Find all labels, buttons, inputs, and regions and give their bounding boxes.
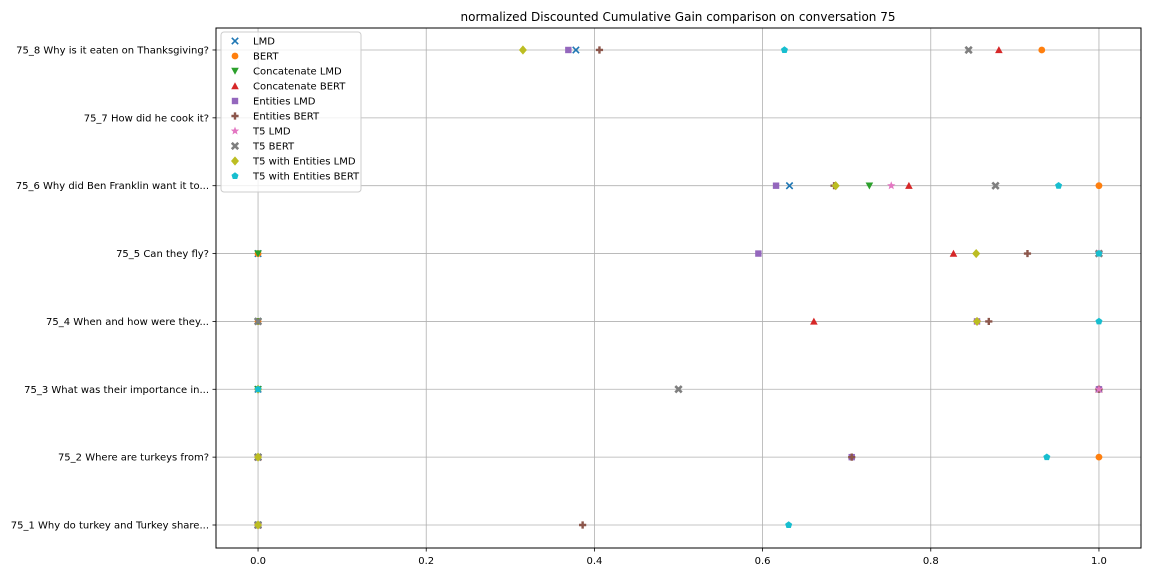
data-point bbox=[1095, 453, 1103, 461]
data-point bbox=[905, 181, 913, 189]
data-point bbox=[253, 317, 263, 326]
data-point bbox=[1038, 46, 1046, 54]
data-point bbox=[887, 181, 896, 190]
plot-area-frame bbox=[215, 27, 1142, 549]
data-point bbox=[254, 250, 262, 258]
series-bert bbox=[254, 46, 1103, 529]
data-point bbox=[1043, 453, 1051, 461]
legend: LMD BERT Concatenate LMD Concatenate BERT En… bbox=[220, 31, 362, 193]
data-point bbox=[595, 46, 604, 54]
legend-label: LMD bbox=[253, 37, 275, 48]
legend-label: T5 with Entities LMD bbox=[252, 157, 356, 168]
series-concatenate-lmd bbox=[254, 182, 874, 529]
data-point bbox=[254, 452, 263, 462]
series-concatenate-bert bbox=[254, 46, 1103, 529]
legend-item: Concatenate LMD bbox=[231, 67, 342, 78]
series-t5-with-entities-bert bbox=[254, 46, 1103, 528]
x-axis: 0.0 0.2 0.4 0.6 0.8 1.0 bbox=[250, 548, 1107, 567]
data-point bbox=[973, 316, 982, 327]
data-point bbox=[865, 182, 874, 190]
data-point bbox=[985, 317, 993, 326]
y-tick-label: 75_2 Where are turkeys from? bbox=[58, 453, 209, 464]
legend-item: Entities LMD bbox=[231, 97, 316, 108]
series-t5-bert bbox=[253, 45, 1104, 530]
data-point bbox=[579, 521, 587, 529]
data-point bbox=[1023, 249, 1032, 258]
y-tick-label: 75_1 Why do turkey and Turkey share... bbox=[11, 521, 209, 532]
legend-label: T5 with Entities BERT bbox=[252, 172, 360, 183]
y-axis: 75_1 Why do turkey and Turkey share... 75… bbox=[11, 45, 216, 532]
data-point bbox=[785, 521, 793, 528]
y-tick-label: 75_5 Can they fly? bbox=[116, 249, 209, 260]
x-tick-label: 0.0 bbox=[250, 556, 266, 567]
data-point bbox=[964, 45, 973, 55]
data-point bbox=[518, 45, 527, 55]
data-point bbox=[810, 317, 818, 325]
legend-marker bbox=[231, 52, 239, 60]
data-point bbox=[254, 385, 262, 393]
data-point bbox=[831, 181, 840, 191]
x-tick-label: 0.4 bbox=[586, 556, 602, 567]
legend-marker bbox=[231, 156, 239, 166]
data-point bbox=[1095, 317, 1103, 325]
x-tick-label: 0.6 bbox=[755, 556, 771, 567]
y-tick-label: 75_8 Why is it eaten on Thanksgiving? bbox=[16, 45, 209, 56]
series-entities-lmd bbox=[254, 46, 1103, 529]
y-tick-label: 75_4 When and how were they... bbox=[46, 317, 209, 328]
legend-item: T5 BERT bbox=[230, 141, 295, 153]
data-point bbox=[995, 46, 1003, 54]
legend-item: T5 LMD bbox=[230, 126, 291, 138]
legend-item: Entities BERT bbox=[231, 112, 320, 123]
data-point bbox=[1094, 384, 1104, 393]
legend-marker bbox=[231, 172, 239, 179]
legend-item: Concatenate BERT bbox=[231, 82, 346, 93]
x-tick-label: 0.8 bbox=[923, 556, 939, 567]
legend-label: Entities LMD bbox=[253, 97, 316, 108]
legend-label: BERT bbox=[253, 52, 279, 63]
legend-box bbox=[220, 31, 362, 193]
data-point bbox=[949, 249, 958, 257]
legend-marker bbox=[231, 82, 239, 90]
series-t5-lmd bbox=[253, 181, 1104, 529]
legend-label: Concatenate BERT bbox=[253, 82, 346, 93]
data-point bbox=[254, 520, 263, 530]
y-tick-label: 75_6 Why did Ben Franklin want it to... bbox=[16, 181, 209, 192]
legend-item: T5 with Entities BERT bbox=[231, 172, 360, 183]
legend-marker bbox=[231, 67, 239, 75]
data-point bbox=[972, 248, 981, 259]
y-tick-label: 75_7 How did he cook it? bbox=[84, 113, 209, 124]
y-tick-label: 75_3 What was their importance in... bbox=[24, 385, 209, 396]
legend-marker bbox=[230, 141, 240, 151]
legend-item: BERT bbox=[231, 52, 279, 63]
data-point bbox=[1095, 249, 1103, 257]
data-point bbox=[755, 250, 762, 257]
legend-label: Concatenate LMD bbox=[253, 67, 342, 78]
data-point bbox=[572, 46, 580, 54]
data-point bbox=[848, 453, 856, 461]
data-point bbox=[674, 385, 683, 394]
legend-marker bbox=[231, 97, 239, 105]
data-point bbox=[785, 181, 794, 190]
data-point bbox=[780, 46, 788, 53]
legend-marker bbox=[230, 126, 240, 135]
data-point bbox=[1095, 182, 1103, 190]
legend-marker bbox=[231, 112, 239, 120]
data-point bbox=[991, 181, 1000, 190]
data-point bbox=[1055, 182, 1063, 189]
legend-label: T5 LMD bbox=[252, 127, 291, 138]
legend-label: Entities BERT bbox=[253, 112, 320, 123]
data-point bbox=[565, 46, 572, 54]
legend-item: LMD bbox=[231, 37, 275, 48]
x-tick-label: 0.2 bbox=[418, 556, 434, 567]
data-point bbox=[772, 182, 780, 189]
legend-label: T5 BERT bbox=[252, 142, 295, 153]
chart-title: normalized Discounted Cumulative Gain co… bbox=[461, 10, 896, 24]
series-entities-bert bbox=[579, 46, 1103, 529]
legend-marker bbox=[231, 37, 239, 45]
x-tick-label: 1.0 bbox=[1091, 556, 1107, 567]
legend-item: T5 with Entities LMD bbox=[231, 156, 356, 168]
data-points bbox=[253, 45, 1104, 530]
